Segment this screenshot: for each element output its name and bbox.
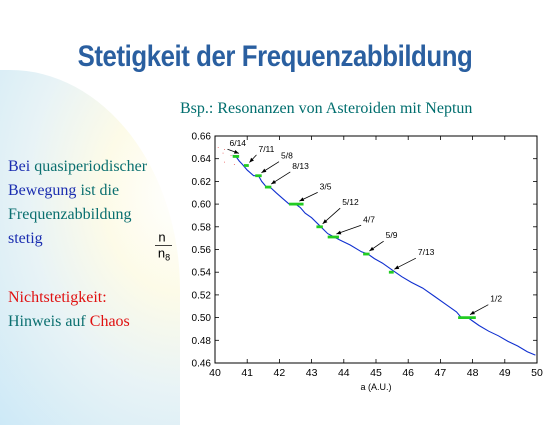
chaos-point-1: · [223, 147, 225, 154]
resonance-label-6: 4/7 [363, 214, 375, 224]
axis-ticks: 40 41 42 43 44 45 46 47 48 49 50 0.46 0.48 0.50 0.52 0.… [192, 132, 543, 380]
resonance-arrowhead-6 [336, 230, 342, 235]
x-tick-label-6: 46 [402, 367, 414, 379]
text-bewegung: Bewegung [8, 182, 77, 199]
x-tick-label-8: 48 [467, 367, 479, 379]
text-hinweis-auf: Hinweis auf [8, 313, 90, 330]
y-axis-label-denominator: n8 [158, 246, 170, 263]
x-tick-label-1: 41 [241, 367, 253, 379]
chart-subtitle: Bsp.: Resonanzen von Asteroiden mit Nept… [180, 100, 473, 117]
resonance-label-8: 7/13 [418, 247, 435, 257]
resonance-arrowhead-9 [469, 310, 475, 315]
frequency-curve-0 [232, 154, 536, 356]
x-tick-label-9: 49 [499, 367, 511, 379]
y-tick-label-1: 0.48 [192, 336, 212, 347]
text-line-1: Bei quasiperiodischer [8, 155, 147, 179]
y-tick-label-0: 0.46 [192, 359, 212, 370]
resonance-label-4: 3/5 [320, 181, 332, 191]
x-tick-label-5: 45 [370, 367, 382, 379]
y-tick-label-5: 0.56 [192, 245, 212, 256]
resonance-label-3: 8/13 [292, 161, 309, 171]
curve-layer: · ·· ·· · [217, 144, 536, 356]
y-axis-label-numerator: n [158, 230, 165, 245]
x-tick-label-4: 44 [338, 367, 350, 379]
plot-frame [214, 135, 538, 364]
text-chaos: Chaos [89, 313, 130, 330]
x-tick-label-7: 47 [435, 367, 447, 379]
y-tick-label-3: 0.52 [192, 290, 212, 301]
page-title: Stetigkeit der Frequenzabbildung [77, 40, 473, 73]
chaos-point-5: · [233, 161, 235, 168]
resonance-label-9: 1/2 [490, 294, 502, 304]
y-axis-label-subscript: 8 [165, 253, 170, 263]
resonance-arrowhead-0 [233, 150, 239, 154]
resonance-arrowhead-5 [322, 219, 328, 224]
resonance-arrowhead-3 [271, 179, 277, 185]
resonance-arrowhead-4 [299, 197, 305, 202]
text-quasiperiodischer: quasiperiodischer [34, 158, 148, 175]
y-tick-label-8: 0.62 [192, 177, 212, 188]
chaos-point-2: · [222, 150, 224, 157]
y-tick-label-7: 0.60 [192, 200, 212, 211]
text-ist-die: ist die [76, 182, 120, 199]
resonance-label-5: 5/12 [342, 197, 359, 207]
resonance-marks: 6/14 7/11 5/88/13 3/5 5/12 4/7 5/9 7/13 1/2 [227, 138, 502, 320]
text-nichtstetigkeit: Nichtstetigkeit: [8, 289, 107, 306]
x-tick-label-2: 42 [274, 367, 286, 379]
y-tick-label-4: 0.54 [192, 268, 212, 279]
resonance-label-7: 5/9 [386, 230, 398, 240]
x-axis-label: a (A.U.) [360, 382, 391, 392]
resonance-label-1: 7/11 [258, 144, 274, 154]
chaos-text-block: Nichtstetigkeit: Hinweis auf Chaos [8, 286, 130, 334]
y-axis-label-den-n: n [158, 246, 165, 261]
y-tick-label-6: 0.58 [192, 222, 212, 233]
x-tick-label-3: 43 [306, 367, 318, 379]
resonance-arrowhead-1 [249, 157, 254, 163]
resonance-arrowhead-8 [394, 265, 400, 270]
resonance-arrowhead-2 [261, 168, 267, 173]
text-line-6: Hinweis auf Chaos [8, 310, 130, 334]
chaos-point-0: · [217, 144, 219, 151]
text-bei: Bei [8, 158, 35, 175]
resonance-label-0: 6/14 [229, 138, 246, 148]
y-tick-label-2: 0.50 [192, 313, 212, 324]
y-tick-label-10: 0.66 [192, 132, 212, 143]
resonance-chart: 40 41 42 43 44 45 46 47 48 49 50 0.46 0.48 0.50 0.52 0.… [155, 132, 543, 392]
y-tick-label-9: 0.64 [192, 154, 212, 165]
chaos-point-4: · [223, 159, 225, 166]
text-frequenzabbildung: Frequenzabbildung [8, 206, 132, 223]
quasiperiodic-text-block: Bei quasiperiodischer Bewegung ist die F… [8, 155, 147, 251]
text-stetig: stetig [8, 230, 43, 247]
x-tick-label-0: 40 [209, 367, 221, 379]
chaos-point-3: · [230, 152, 232, 159]
resonance-label-2: 5/8 [281, 151, 293, 161]
resonance-arrowhead-7 [369, 246, 375, 252]
x-tick-label-10: 50 [531, 367, 543, 379]
text-line-2: Bewegung ist die [8, 179, 147, 203]
